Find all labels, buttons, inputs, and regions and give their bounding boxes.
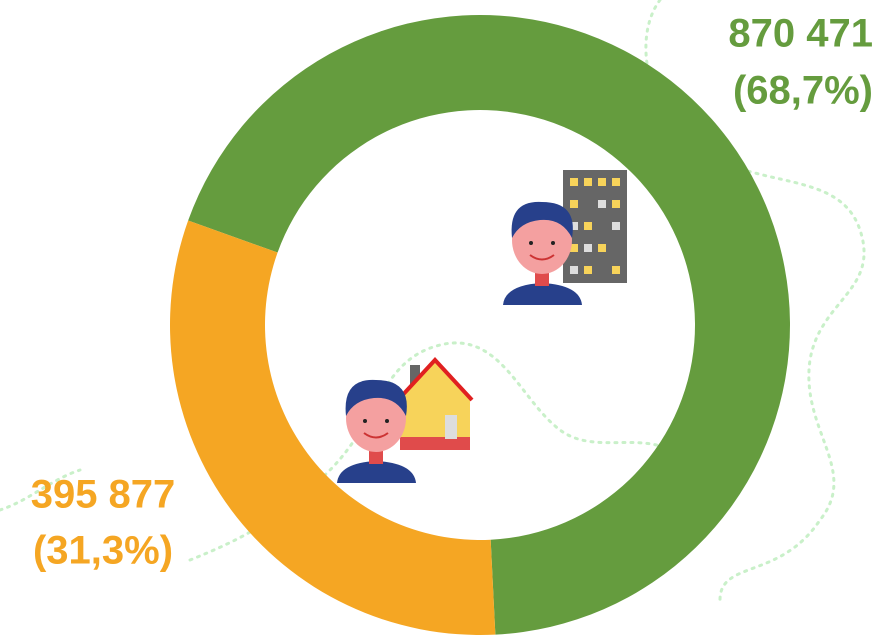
value-label: 870 471 bbox=[728, 12, 873, 56]
donut-slice bbox=[169, 220, 496, 635]
dotted-path bbox=[188, 341, 692, 562]
dotted-path bbox=[0, 468, 82, 512]
value-label: 395 877 bbox=[31, 473, 176, 517]
person-apartment-icon bbox=[503, 170, 627, 305]
donut-slice bbox=[188, 15, 790, 635]
person-house-icon bbox=[337, 357, 474, 483]
windows bbox=[570, 178, 620, 274]
percent-label: (31,3%) bbox=[33, 529, 173, 573]
percent-label: (68,7%) bbox=[733, 69, 873, 113]
donut bbox=[169, 15, 790, 635]
